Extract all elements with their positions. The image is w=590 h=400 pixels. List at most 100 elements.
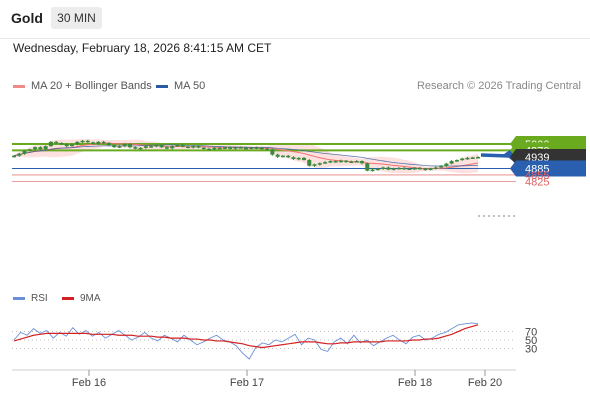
rsi-swatch [13,297,25,300]
rsi-tick-70: 70 [525,327,537,339]
candle-body [333,161,338,163]
candle-body [201,147,206,150]
candle-body [381,167,386,169]
legend-ma50: MA 50 [156,80,205,92]
candle-body [91,142,96,144]
candle-body [365,163,370,171]
candle-body [22,150,27,154]
ma20-swatch [13,84,25,88]
candle-body [70,144,74,147]
candle-body [286,155,291,158]
candle-body [270,149,275,155]
timeframe-button[interactable]: 30 MIN [51,7,102,29]
candle-body [212,147,217,150]
candle-body [159,145,164,148]
time-tick-label: Feb 17 [230,377,264,389]
candle-body [59,142,64,145]
candle-body [96,141,101,144]
candle-body [449,161,454,164]
candle-body [143,146,148,148]
candle-body [296,157,301,160]
candle-body [312,164,317,166]
level-labels: 500049704939488548554825 [510,136,586,188]
candle-body [291,157,296,159]
candle-body [106,142,111,146]
rsi-ma-line [13,324,479,349]
candle-body [317,163,322,165]
candle-body [238,147,243,149]
candle-body [12,155,16,158]
candle-body [101,141,106,144]
candle-body [439,165,444,168]
candle-body [412,167,417,170]
timestamp: Wednesday, February 18, 2026 8:41:15 AM … [13,41,272,55]
candle-body [154,145,159,147]
candle-body [259,147,264,150]
support-label-4855: 4855 [525,170,549,182]
time-tick-label: Feb 20 [468,377,502,389]
research-credit: Research © 2026 Trading Central [416,80,581,92]
candle-body [338,160,343,163]
rsi-tick-30: 30 [525,343,537,355]
candle-body [254,147,259,149]
candle-body [64,144,69,147]
candle-body [186,146,190,149]
forecast-arrow [480,146,516,162]
candle-body [133,147,138,149]
candle-body [249,147,254,149]
candle-body [323,162,328,164]
candle-body [302,157,306,161]
candle-body [196,146,201,148]
candle-body [191,146,196,148]
time-axis: Feb 16 Feb 17 Feb 18 Feb 20 [12,369,516,389]
candle-body [370,169,375,172]
candle-body [470,157,475,159]
candle-body [117,146,122,148]
candle-body [423,168,428,171]
ma20-legend-label: MA 20 + Bollinger Bands [31,80,152,92]
top-bar: Gold 30 MIN [0,0,590,39]
candle-body [233,147,238,149]
candle-body [43,146,48,150]
rsi-tick-50: 50 [525,335,537,347]
ma50-legend-label: MA 50 [174,80,206,92]
candle-body [265,148,270,151]
candles [12,139,480,172]
candle-body [391,168,396,170]
candle-body [349,161,354,163]
candle-body [386,167,391,170]
ma50-swatch [156,84,168,88]
candle-body [375,168,380,171]
candle-body [33,147,38,150]
support-label-4825: 4825 [525,176,549,188]
candle-body [138,147,143,150]
candle-body [396,167,401,170]
rsi-legend-label: RSI [31,293,48,304]
candle-body [180,145,185,147]
candle-body [122,144,127,147]
candle-body [217,147,222,150]
candle-body [402,167,407,170]
candle-body [428,168,433,171]
candle-body [80,140,85,143]
pivot-label-4885: 4885 [525,164,549,176]
candle-body [27,149,32,151]
legend-rsi-ma: 9MA [62,293,101,304]
candle-body [476,157,480,159]
candle-body [280,155,285,158]
candle-body [85,140,90,143]
candle-body [75,141,80,145]
legend-ma20: MA 20 + Bollinger Bands [13,80,152,92]
candle-body [207,148,212,151]
candle-body [149,146,154,148]
time-tick-label: Feb 16 [72,377,106,389]
pivot-label-bg-4885 [510,160,586,177]
price-levels [12,143,516,217]
time-tick-label: Feb 18 [398,377,432,389]
rsi-ma-legend-label: 9MA [80,293,101,304]
candle-body [38,147,43,150]
candle-body [444,163,449,166]
symbol-title: Gold [11,10,43,26]
legend-rsi: RSI [13,293,48,304]
